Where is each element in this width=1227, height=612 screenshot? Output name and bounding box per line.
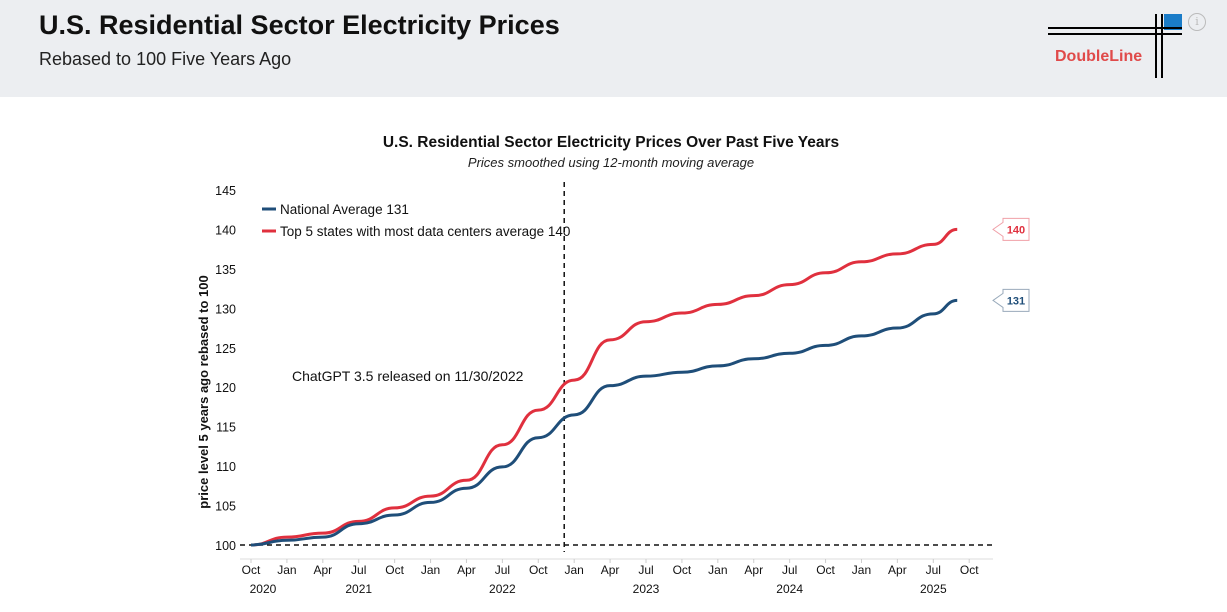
doubleline-logo: DoubleLine (1048, 14, 1182, 78)
end-value-label: 131 (1007, 295, 1025, 307)
year-label: 2020 (250, 582, 277, 596)
x-tick-label: Apr (888, 563, 907, 577)
y-tick-label: 130 (215, 302, 236, 316)
x-tick-label: Jan (852, 563, 871, 577)
x-tick-label: Oct (960, 563, 979, 577)
x-tick-label: Oct (242, 563, 261, 577)
y-axis-label: price level 5 years ago rebased to 100 (196, 275, 211, 508)
y-tick-label: 120 (215, 381, 236, 395)
year-label: 2022 (489, 582, 516, 596)
x-tick-label: Oct (816, 563, 835, 577)
x-tick-label: Jan (565, 563, 584, 577)
annotation-chatgpt: ChatGPT 3.5 released on 11/30/2022 (292, 368, 524, 384)
x-tick-label: Jul (495, 563, 510, 577)
chart: U.S. Residential Sector Electricity Pric… (196, 134, 1030, 596)
end-label-box (992, 217, 1030, 241)
x-tick-label: Jul (782, 563, 797, 577)
x-tick-label: Oct (385, 563, 404, 577)
x-tick-label: Oct (673, 563, 692, 577)
series-line-0 (250, 298, 958, 547)
y-tick-label: 105 (215, 500, 236, 514)
x-tick-label: Jul (638, 563, 653, 577)
x-tick-label: Apr (744, 563, 763, 577)
year-label: 2024 (776, 582, 803, 596)
y-tick-label: 110 (216, 460, 236, 474)
page-title: U.S. Residential Sector Electricity Pric… (39, 10, 560, 40)
y-tick-label: 115 (216, 421, 236, 435)
page-subtitle: Rebased to 100 Five Years Ago (39, 49, 292, 69)
end-value-label: 140 (1007, 224, 1025, 236)
year-label: 2023 (633, 582, 660, 596)
legend-entry: National Average 131 (280, 202, 409, 217)
chart-title: U.S. Residential Sector Electricity Pric… (383, 134, 839, 151)
y-tick-label: 100 (215, 539, 236, 553)
info-icon[interactable]: i (1188, 13, 1206, 31)
x-tick-label: Jan (277, 563, 296, 577)
y-tick-label: 140 (215, 223, 236, 237)
x-tick-label: Apr (313, 563, 332, 577)
y-tick-label: 135 (215, 263, 236, 277)
svg-text:DoubleLine: DoubleLine (1055, 48, 1142, 65)
x-tick-label: Oct (529, 563, 548, 577)
year-label: 2025 (920, 582, 947, 596)
series-line-1 (250, 227, 958, 547)
y-tick-label: 125 (215, 342, 236, 356)
x-tick-label: Apr (457, 563, 476, 577)
x-tick-label: Jan (421, 563, 440, 577)
year-label: 2021 (345, 582, 372, 596)
header: U.S. Residential Sector Electricity Pric… (0, 0, 1227, 97)
x-tick-label: Apr (601, 563, 620, 577)
y-tick-label: 145 (215, 184, 236, 198)
legend-entry: Top 5 states with most data centers aver… (280, 224, 570, 239)
chart-subtitle: Prices smoothed using 12-month moving av… (468, 155, 754, 170)
x-tick-label: Jul (351, 563, 366, 577)
end-label-box (992, 288, 1030, 312)
x-tick-label: Jul (926, 563, 941, 577)
x-tick-label: Jan (708, 563, 727, 577)
